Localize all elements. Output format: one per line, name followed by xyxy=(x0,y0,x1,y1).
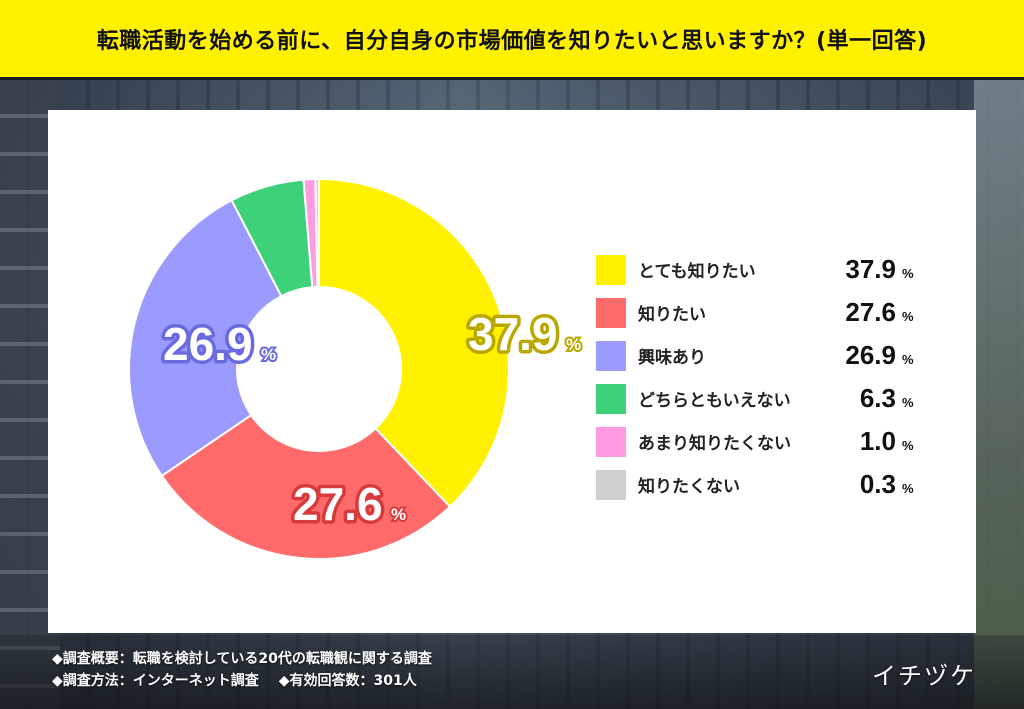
legend-value: 37.9 xyxy=(845,254,896,284)
donut-chart: 37.9 %27.6 %26.9% xyxy=(128,177,584,560)
slice-unit-text: % xyxy=(566,335,581,354)
slice-value-text: 26.9 xyxy=(163,318,253,370)
legend-label: 知りたくない xyxy=(638,477,740,497)
legend-label: どちらともいえない xyxy=(638,391,791,411)
legend: とても知りたい 37.9 % 知りたい 27.6 % 興味あり 26.9 % ど… xyxy=(596,248,916,506)
slice-value-text: 27.6 xyxy=(293,478,383,530)
slice-unit-text: % xyxy=(261,345,276,364)
chart-title: 転職活動を始める前に、自分自身の市場価値を知りたいと思いますか？(単一回答) xyxy=(96,28,928,54)
legend-unit: % xyxy=(902,352,914,367)
slice-unit-text: % xyxy=(391,505,406,524)
slice-value-label: 27.6% xyxy=(290,475,409,534)
pie-slice xyxy=(128,198,283,478)
survey-respondents: ◆有効回答数：301人 xyxy=(278,673,417,689)
legend-label: とても知りたい xyxy=(638,262,756,282)
legend-label: あまり知りたくない xyxy=(638,434,791,454)
legend-swatch xyxy=(596,469,626,500)
legend-item: とても知りたい 37.9 % xyxy=(596,248,916,291)
legend-value: 26.9 xyxy=(845,340,896,370)
legend-swatch xyxy=(596,254,626,285)
legend-unit: % xyxy=(902,309,914,324)
legend-label: 興味あり xyxy=(638,348,706,368)
slice-value-text: 37.9 xyxy=(468,308,558,360)
legend-value: 0.3 xyxy=(859,469,896,499)
legend-unit: % xyxy=(902,395,914,410)
survey-overview: ◆調査概要：転職を検討している20代の転職観に関する調査 xyxy=(52,651,432,667)
background-trees-right xyxy=(974,80,1024,709)
slice-value-label: 26.9% xyxy=(160,315,279,374)
legend-item: 知りたくない 0.3 % xyxy=(596,463,916,506)
brand-logo: イチヅケ xyxy=(872,662,976,690)
slice-value-label: 37.9% xyxy=(465,305,584,364)
legend-swatch xyxy=(596,426,626,457)
background-shade-bottom xyxy=(0,635,1024,709)
legend-value: 1.0 xyxy=(859,426,896,456)
title-banner: 転職活動を始める前に、自分自身の市場価値を知りたいと思いますか？(単一回答) xyxy=(0,0,1024,80)
chart-panel: 37.9% 27.6% 26.9% とても知りたい 37.9 % 知りたい 27.6… xyxy=(48,110,976,633)
legend-label: 知りたい xyxy=(638,305,706,325)
legend-swatch xyxy=(596,383,626,414)
legend-item: 知りたい 27.6 % xyxy=(596,291,916,334)
legend-value: 6.3 xyxy=(859,383,896,413)
legend-swatch xyxy=(596,297,626,328)
legend-unit: % xyxy=(902,266,914,281)
legend-swatch xyxy=(596,340,626,371)
survey-method: ◆調査方法：インターネット調査 xyxy=(52,673,259,689)
legend-unit: % xyxy=(902,438,914,453)
pie-slice xyxy=(318,177,510,509)
legend-unit: % xyxy=(902,481,914,496)
pie-slice xyxy=(160,413,452,560)
legend-item: あまり知りたくない 1.0 % xyxy=(596,420,916,463)
legend-item: 興味あり 26.9 % xyxy=(596,334,916,377)
pie-slice xyxy=(314,177,320,289)
legend-value: 27.6 xyxy=(845,297,896,327)
survey-notes: ◆調査概要：転職を検討している20代の転職観に関する調査 ◆調査方法：インターネ… xyxy=(52,648,432,692)
legend-item: どちらともいえない 6.3 % xyxy=(596,377,916,420)
